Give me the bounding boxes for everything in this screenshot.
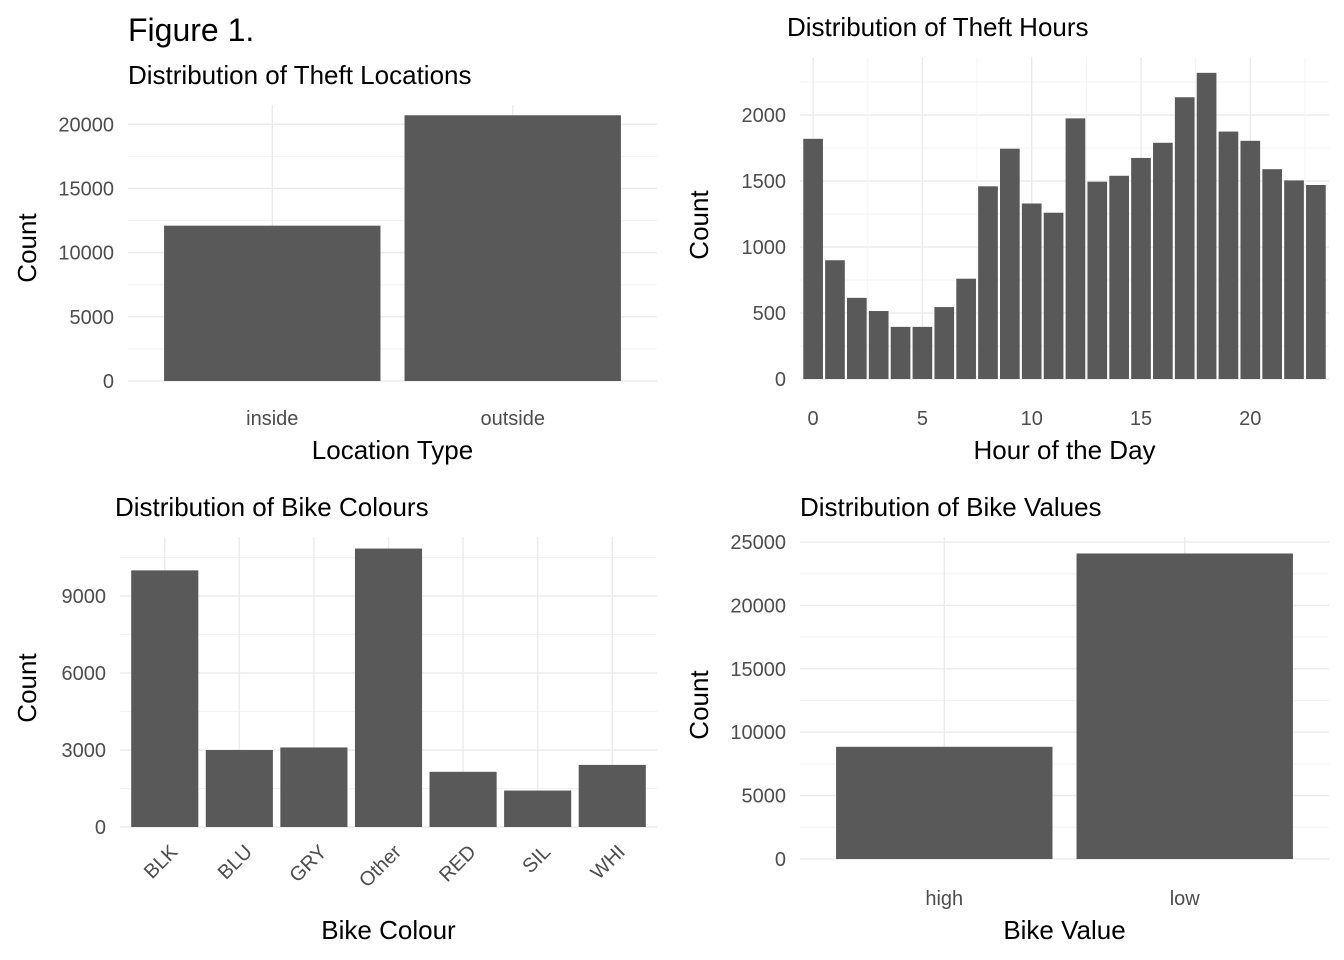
bar-hour-8 (978, 186, 998, 379)
x-tick-label: low (1170, 888, 1201, 910)
y-tick-label: 15000 (730, 659, 786, 681)
y-tick-label: 0 (775, 369, 786, 391)
bar-low (1076, 553, 1293, 859)
y-tick-label: 15000 (58, 178, 114, 200)
y-tick-label: 1000 (742, 237, 787, 259)
y-tick-label: 0 (95, 817, 106, 839)
bar-hour-17 (1174, 97, 1195, 379)
x-axis-title: Hour of the Day (973, 435, 1155, 465)
x-tick-label: BLU (214, 841, 257, 884)
bar-hour-1 (825, 260, 845, 379)
bar-hour-11 (1043, 212, 1064, 379)
bar-hour-0 (803, 138, 823, 379)
panel-theft-hours: 0 500 1000 1500 2000 0 5 10 15 20 Distribution of … (684, 12, 1329, 465)
y-tick-label: 2000 (742, 105, 787, 127)
figure-title: Figure 1. (128, 12, 254, 48)
bar-hour-5 (912, 326, 933, 379)
panel-theft-locations: 0 5000 10000 15000 20000 inside outside Distrib… (12, 60, 657, 465)
panel-bike-values: 0 5000 10000 15000 20000 25000 high low Distribu… (684, 492, 1329, 945)
x-axis-title: Location Type (312, 435, 473, 465)
bar-outside (404, 115, 621, 381)
x-tick-label: SIL (518, 841, 555, 878)
bar-blu (205, 750, 273, 827)
y-tick-label: 10000 (730, 722, 786, 744)
bars (164, 115, 621, 381)
y-axis-title: Count (12, 653, 42, 723)
x-tick-label: 10 (1021, 408, 1043, 430)
x-tick-label: BLK (140, 841, 183, 884)
y-tick-label: 1500 (742, 171, 787, 193)
x-axis-title: Bike Colour (321, 915, 456, 945)
panel-bike-colours: 0 3000 6000 9000 BLK BLU GRY Other RED SIL WHI Dist… (12, 492, 657, 945)
bar-gry (280, 747, 348, 827)
bars (836, 553, 1293, 859)
x-tick-label: 0 (808, 408, 819, 430)
x-tick-label: RED (435, 841, 480, 886)
y-axis-title: Count (12, 213, 42, 283)
bar-red (429, 771, 497, 827)
chart-title: Distribution of Bike Values (800, 492, 1102, 522)
bar-hour-14 (1109, 175, 1129, 379)
bar-hour-3 (868, 311, 889, 379)
bar-high (836, 746, 1053, 859)
x-tick-label: WHI (587, 841, 630, 884)
bar-blk (131, 570, 199, 827)
y-tick-label: 0 (103, 371, 114, 393)
x-tick-label: GRY (286, 841, 332, 887)
y-tick-label: 0 (775, 849, 786, 871)
x-tick-label: Other (355, 841, 406, 892)
y-tick-label: 20000 (58, 114, 114, 136)
y-tick-label: 500 (753, 303, 786, 325)
bar-hour-9 (1000, 148, 1020, 379)
bar-hour-12 (1065, 118, 1086, 380)
bar-hour-2 (846, 297, 867, 379)
y-tick-label: 5000 (742, 786, 787, 808)
x-tick-label: high (925, 888, 963, 910)
x-tick-label: outside (480, 408, 545, 430)
bar-sil (504, 790, 572, 827)
bar-hour-10 (1021, 203, 1042, 379)
y-tick-label: 10000 (58, 243, 114, 265)
bar-hour-13 (1087, 181, 1108, 379)
x-tick-label: 15 (1130, 408, 1152, 430)
y-axis-title: Count (684, 190, 714, 260)
chart-title: Distribution of Bike Colours (115, 492, 429, 522)
bar-whi (578, 764, 646, 827)
y-tick-label: 25000 (730, 532, 786, 554)
bar-hour-4 (890, 326, 911, 379)
y-tick-label: 6000 (62, 663, 107, 685)
y-tick-label: 20000 (730, 595, 786, 617)
chart-title: Distribution of Theft Locations (128, 60, 471, 90)
y-tick-label: 3000 (62, 740, 107, 762)
chart-title: Distribution of Theft Hours (787, 12, 1089, 42)
x-tick-label: inside (246, 408, 298, 430)
bar-hour-21 (1262, 169, 1283, 379)
bar-hour-16 (1153, 142, 1173, 379)
bar-other (354, 548, 423, 827)
y-axis-title: Count (684, 670, 714, 740)
bar-hour-20 (1240, 140, 1261, 379)
x-axis-title: Bike Value (1003, 915, 1125, 945)
bar-hour-18 (1196, 72, 1217, 380)
y-tick-label: 5000 (70, 307, 115, 329)
bars (131, 548, 646, 827)
y-tick-label: 9000 (62, 586, 107, 608)
bar-hour-22 (1284, 180, 1304, 379)
bar-hour-19 (1218, 131, 1239, 379)
bar-inside (164, 225, 381, 381)
bar-hour-15 (1131, 157, 1151, 379)
bar-hour-23 (1306, 185, 1326, 379)
x-tick-label: 5 (917, 408, 928, 430)
bar-hour-6 (934, 307, 955, 379)
bars (803, 72, 1326, 380)
x-tick-label: 20 (1239, 408, 1261, 430)
bar-hour-7 (956, 278, 976, 379)
